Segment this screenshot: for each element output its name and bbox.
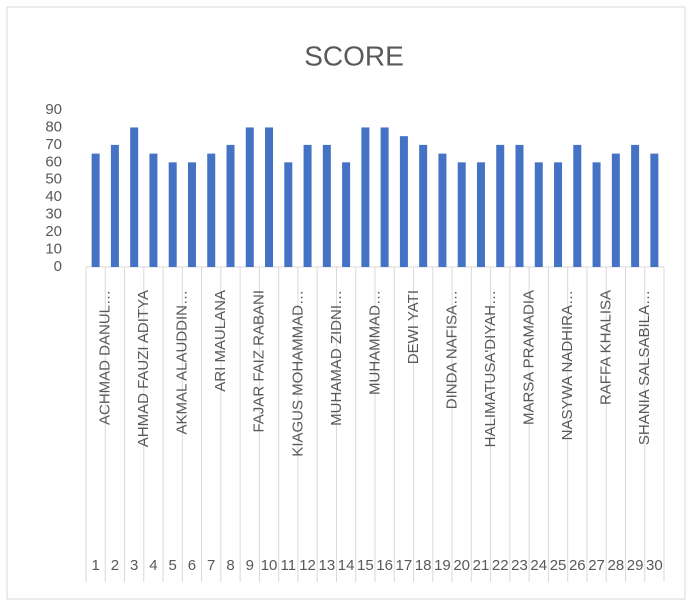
bar	[650, 153, 659, 267]
x-tick-label: 3	[130, 557, 138, 574]
category-name: HALIMATUSA'DIYAH…	[482, 290, 499, 447]
x-tick-label: 9	[246, 557, 254, 574]
category-name: KIAGUS MOHAMMAD…	[289, 290, 306, 457]
chart-title: SCORE	[304, 40, 404, 71]
y-tick-label: 30	[45, 206, 62, 223]
x-tick-label: 23	[511, 557, 528, 574]
x-tick-label: 30	[646, 557, 663, 574]
category-name: RAFFA KHALISA	[598, 290, 615, 405]
y-tick-label: 40	[45, 188, 62, 205]
y-tick-label: 60	[45, 153, 62, 170]
x-tick-label: 19	[434, 557, 451, 574]
y-tick-label: 0	[54, 258, 62, 275]
bar	[265, 127, 274, 267]
x-tick-label: 6	[188, 557, 196, 574]
bar	[573, 144, 582, 267]
x-tick-label: 24	[530, 557, 547, 574]
bar	[380, 127, 389, 267]
bar	[284, 162, 293, 267]
bar	[476, 162, 485, 267]
x-tick-label: 28	[607, 557, 624, 574]
bar	[91, 153, 100, 267]
bar	[110, 144, 119, 267]
x-tick-label: 10	[261, 557, 278, 574]
bar	[631, 144, 640, 267]
bar	[534, 162, 543, 267]
category-name: AHMAD FAUZI ADITYA	[135, 290, 152, 447]
bar	[554, 162, 563, 267]
bar	[322, 144, 331, 267]
x-tick-label: 27	[588, 557, 605, 574]
category-name: SHANIA SALSABILA…	[636, 290, 653, 445]
chart-border	[6, 6, 686, 600]
bar	[187, 162, 196, 267]
x-tick-label: 20	[453, 557, 470, 574]
category-name: FAJAR FAIZ RABANI	[251, 290, 268, 433]
x-tick-label: 15	[357, 557, 374, 574]
x-tick-label: 25	[550, 557, 567, 574]
y-tick-label: 90	[45, 101, 62, 118]
x-tick-label: 21	[473, 557, 490, 574]
x-tick-label: 1	[91, 557, 99, 574]
y-tick-label: 10	[45, 241, 62, 258]
x-tick-label: 16	[376, 557, 393, 574]
category-name: AKMAL ALAUDDIN…	[174, 290, 191, 435]
bar	[130, 127, 139, 267]
bar	[303, 144, 312, 267]
x-tick-label: 12	[299, 557, 316, 574]
bar	[245, 127, 254, 267]
x-tick-label: 2	[111, 557, 119, 574]
bar	[399, 136, 408, 267]
bar	[592, 162, 601, 267]
x-tick-label: 7	[207, 557, 215, 574]
x-tick-label: 26	[569, 557, 586, 574]
category-name: MUHAMMAD…	[366, 290, 383, 395]
x-tick-label: 8	[226, 557, 234, 574]
bar	[361, 127, 370, 267]
x-tick-label: 14	[338, 557, 355, 574]
bar	[149, 153, 158, 267]
bar	[342, 162, 351, 267]
x-tick-label: 17	[396, 557, 413, 574]
bar	[496, 144, 505, 267]
x-tick-label: 22	[492, 557, 509, 574]
x-tick-label: 5	[169, 557, 177, 574]
category-name: MARSA PRAMADIA	[520, 290, 537, 425]
category-name: ACHMAD DANUL…	[97, 290, 114, 425]
x-tick-label: 11	[281, 557, 297, 574]
bar	[226, 144, 235, 267]
bar	[168, 162, 177, 267]
y-tick-label: 50	[45, 171, 62, 188]
category-name: DEWI YATI	[405, 290, 422, 364]
y-tick-label: 70	[45, 136, 62, 153]
category-name: NASYWA NADHIRA…	[559, 290, 576, 440]
y-tick-label: 20	[45, 223, 62, 240]
bar	[515, 144, 524, 267]
x-tick-label: 29	[627, 557, 644, 574]
category-name: DINDA NAFISA…	[443, 290, 460, 409]
category-name: ARI MAULANA	[212, 290, 229, 392]
x-tick-label: 13	[318, 557, 335, 574]
bar	[419, 144, 428, 267]
category-name: MUHAMAD ZIDNI…	[328, 290, 345, 426]
x-tick-label: 18	[415, 557, 432, 574]
x-tick-label: 4	[149, 557, 157, 574]
bar	[207, 153, 216, 267]
bar	[438, 153, 447, 267]
bar	[611, 153, 620, 267]
y-tick-label: 80	[45, 118, 62, 135]
bar	[457, 162, 466, 267]
